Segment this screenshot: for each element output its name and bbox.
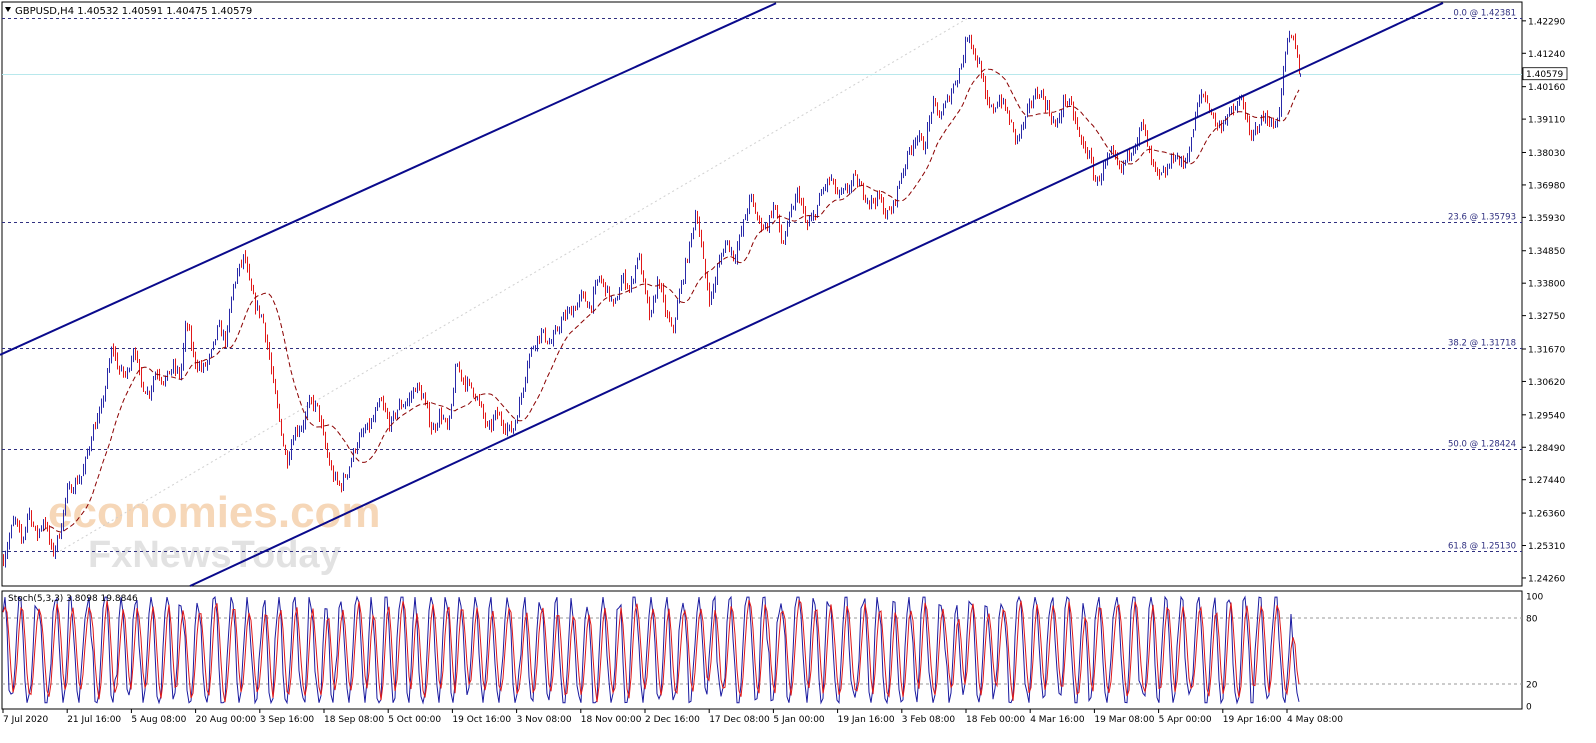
time-tick-label: 5 Apr 00:00 bbox=[1159, 715, 1212, 725]
price-tick-label: 1.27440 bbox=[1528, 476, 1565, 486]
price-tick-label: 1.34850 bbox=[1528, 247, 1565, 257]
time-tick-label: 5 Jan 00:00 bbox=[773, 715, 825, 725]
fib-level-label: 0.0 @ 1.42381 bbox=[1453, 9, 1516, 19]
fib-level-label: 50.0 @ 1.28424 bbox=[1448, 440, 1516, 450]
fib-level-label: 23.6 @ 1.35793 bbox=[1448, 213, 1516, 223]
price-axis: 1.42290 1.41240 1.40160 1.39110 1.38030 1.369… bbox=[1522, 17, 1568, 584]
price-tick-label: 1.40160 bbox=[1528, 83, 1565, 93]
time-tick-label: 17 Dec 08:00 bbox=[709, 715, 770, 725]
trend-channel bbox=[0, 2, 1444, 587]
price-tick-label: 1.24260 bbox=[1528, 574, 1565, 584]
price-tick-label: 1.33800 bbox=[1528, 280, 1565, 290]
moving-average-line bbox=[42, 68, 1300, 533]
price-tick-label: 1.31670 bbox=[1528, 346, 1565, 356]
channel-line-lower bbox=[189, 2, 1444, 587]
time-tick-label: 7 Jul 2020 bbox=[3, 715, 48, 725]
price-tick-label: 1.42290 bbox=[1528, 17, 1565, 27]
time-tick-label: 19 Jan 16:00 bbox=[838, 715, 895, 725]
current-price-tag bbox=[1522, 67, 1568, 81]
price-tick-label: 1.25310 bbox=[1528, 542, 1565, 552]
time-tick-label: 19 Oct 16:00 bbox=[452, 715, 511, 725]
time-tick-label: 4 May 08:00 bbox=[1287, 715, 1343, 725]
price-tick-label: 1.36980 bbox=[1528, 181, 1565, 191]
current-price-label: 1.40579 bbox=[1526, 70, 1563, 80]
fib-level-label: 61.8 @ 1.25130 bbox=[1448, 542, 1516, 552]
watermark-economies: economies.com bbox=[48, 488, 381, 537]
time-tick-label: 19 Mar 08:00 bbox=[1094, 715, 1154, 725]
time-tick-label: 3 Sep 16:00 bbox=[260, 715, 315, 725]
stoch-axis-label: 20 bbox=[1526, 681, 1538, 691]
price-tick-label: 1.26360 bbox=[1528, 510, 1565, 520]
fibonacci-levels: 0.0 @ 1.42381 23.6 @ 1.35793 38.2 @ 1.3171… bbox=[2, 9, 1522, 552]
price-tick-label: 1.39110 bbox=[1528, 116, 1565, 126]
time-tick-label: 4 Mar 16:00 bbox=[1030, 715, 1085, 725]
watermark: economies.com FxNewsToday bbox=[48, 488, 381, 576]
time-tick-label: 18 Nov 00:00 bbox=[581, 715, 642, 725]
fib-level-label: 38.2 @ 1.31718 bbox=[1448, 339, 1516, 349]
symbol-dropdown-icon[interactable] bbox=[5, 7, 11, 12]
time-tick-label: 18 Sep 08:00 bbox=[324, 715, 384, 725]
symbol-header: GBPUSD,H4 1.40532 1.40591 1.40475 1.4057… bbox=[15, 6, 252, 17]
price-tick-label: 1.41240 bbox=[1528, 50, 1565, 60]
price-tick-label: 1.38030 bbox=[1528, 149, 1565, 159]
time-tick-label: 21 Jul 16:00 bbox=[67, 715, 121, 725]
price-tick-label: 1.32750 bbox=[1528, 312, 1565, 322]
stoch-d-line bbox=[2, 599, 1300, 703]
time-tick-label: 5 Oct 00:00 bbox=[388, 715, 441, 725]
stoch-k-line bbox=[2, 595, 1300, 705]
price-tick-label: 1.30620 bbox=[1528, 378, 1565, 388]
time-tick-label: 2 Dec 16:00 bbox=[645, 715, 700, 725]
channel-line-upper bbox=[0, 2, 777, 356]
time-axis: 7 Jul 2020 21 Jul 16:00 5 Aug 08:00 20 Aug … bbox=[2, 709, 1343, 725]
price-tick-label: 1.29540 bbox=[1528, 411, 1565, 421]
stoch-axis-label: 100 bbox=[1526, 593, 1543, 603]
candlesticks bbox=[3, 30, 1301, 568]
time-tick-label: 3 Feb 08:00 bbox=[902, 715, 956, 725]
time-tick-label: 19 Apr 16:00 bbox=[1223, 715, 1282, 725]
time-tick-label: 3 Nov 08:00 bbox=[517, 715, 572, 725]
watermark-fxnewstoday: FxNewsToday bbox=[88, 534, 341, 576]
stoch-header: Stoch(5,3,3) 3.8098 19.8846 bbox=[8, 594, 138, 604]
stoch-axis-label: 80 bbox=[1526, 615, 1538, 625]
moving-average bbox=[42, 68, 1300, 533]
stochastic-oscillator: 100 80 20 0 bbox=[2, 593, 1543, 713]
fib-trend-line bbox=[59, 17, 969, 552]
time-tick-label: 20 Aug 00:00 bbox=[196, 715, 257, 725]
time-tick-label: 18 Feb 00:00 bbox=[966, 715, 1025, 725]
stoch-axis-label: 0 bbox=[1526, 703, 1532, 713]
time-tick-label: 5 Aug 08:00 bbox=[131, 715, 186, 725]
price-tick-label: 1.35930 bbox=[1528, 214, 1565, 224]
price-tick-label: 1.28490 bbox=[1528, 444, 1565, 454]
